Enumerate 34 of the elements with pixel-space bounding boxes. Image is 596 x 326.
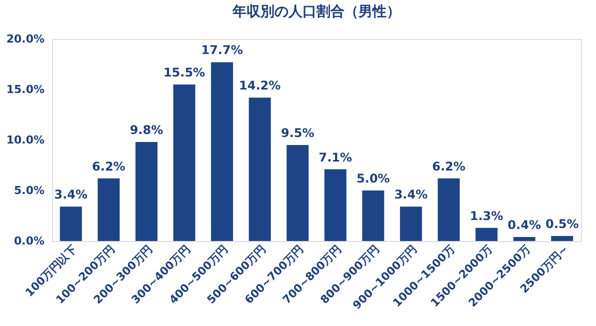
data-label: 6.2% bbox=[432, 159, 466, 174]
data-label: 0.4% bbox=[508, 218, 541, 232]
data-label: 7.1% bbox=[318, 150, 352, 164]
data-label: 9.5% bbox=[280, 126, 314, 140]
bar bbox=[248, 98, 271, 241]
bar bbox=[98, 178, 120, 241]
data-label: 0.5% bbox=[545, 216, 579, 231]
chart-title: 年収別の人口割合（男性） bbox=[232, 3, 400, 20]
bar bbox=[211, 62, 234, 241]
data-label: 5.0% bbox=[356, 172, 390, 186]
bar bbox=[438, 178, 460, 241]
bar bbox=[135, 142, 158, 241]
data-label: 14.2% bbox=[239, 78, 281, 93]
data-label: 3.4% bbox=[394, 188, 428, 202]
bar bbox=[551, 236, 574, 241]
data-label: 1.3% bbox=[470, 208, 504, 223]
data-label: 6.2% bbox=[92, 159, 126, 174]
bar bbox=[400, 206, 422, 241]
bar bbox=[513, 236, 536, 241]
bar bbox=[362, 190, 384, 241]
bar bbox=[286, 145, 309, 241]
y-tick-label: 0.0% bbox=[14, 234, 44, 248]
data-label: 3.4% bbox=[54, 188, 88, 202]
bar bbox=[324, 169, 346, 241]
data-label: 17.7% bbox=[201, 43, 243, 58]
data-label: 9.8% bbox=[130, 123, 164, 138]
data-label: 15.5% bbox=[163, 65, 206, 80]
bar bbox=[60, 206, 82, 241]
y-tick-label: 5.0% bbox=[14, 184, 44, 197]
bar bbox=[476, 228, 498, 241]
y-tick-label: 20.0% bbox=[6, 32, 44, 46]
bar bbox=[173, 84, 196, 241]
y-tick-label: 10.0% bbox=[6, 134, 44, 146]
y-tick-label: 15.0% bbox=[6, 83, 44, 96]
